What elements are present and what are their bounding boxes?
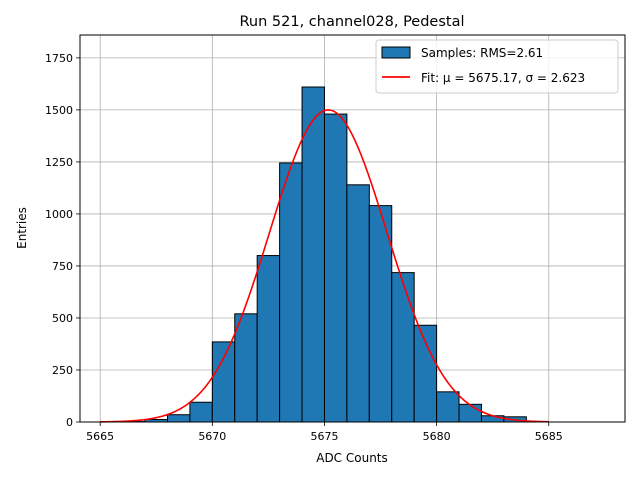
y-axis-ticks: 0 250 500 750 1000 1250 1500 1750 [45,52,80,429]
histogram-bar [480,415,505,423]
y-axis-label: Entries [15,207,29,249]
legend-swatch-samples [381,46,411,59]
histogram-bar [189,401,213,423]
axes-frame [79,34,626,423]
histogram-bar [458,403,482,423]
x-tick-label: 5675 [310,430,338,443]
histogram-bar [391,272,415,423]
legend: Samples: RMS=2.61 Fit: μ = 5675.17, σ = … [375,39,619,94]
x-axis-ticks: 5665 5670 5675 5680 5685 [86,422,563,443]
chart-title: Run 521, channel028, Pedestal [239,14,464,30]
x-tick-label: 5670 [198,430,226,443]
x-axis-label: ADC Counts [316,451,388,465]
histogram-bar [413,324,438,423]
histogram-bar [279,162,303,423]
y-tick-label: 1750 [45,52,73,65]
fit-curve-group [100,109,549,423]
y-tick-label: 1000 [45,208,73,221]
y-tick-label: 1500 [45,104,73,117]
y-tick-label: 750 [52,260,73,273]
histogram-bar [234,313,258,423]
x-tick-label: 5685 [535,430,563,443]
histogram-bar [301,86,325,423]
fit-curve [100,109,549,423]
legend-box [375,39,619,94]
histogram-bar [346,184,370,423]
y-tick-label: 250 [52,364,73,377]
histogram-bar [323,113,348,423]
x-tick-label: 5680 [423,430,451,443]
y-tick-label: 500 [52,312,73,325]
y-tick-label: 1250 [45,156,73,169]
histogram-bar [211,341,236,423]
x-tick-label: 5665 [86,430,114,443]
legend-label-samples: Samples: RMS=2.61 [421,46,543,60]
legend-label-fit: Fit: μ = 5675.17, σ = 2.623 [421,71,585,85]
y-tick-label: 0 [66,416,73,429]
histogram-bar [166,414,191,423]
histogram-bar [256,255,281,423]
histogram-bar [436,391,460,423]
